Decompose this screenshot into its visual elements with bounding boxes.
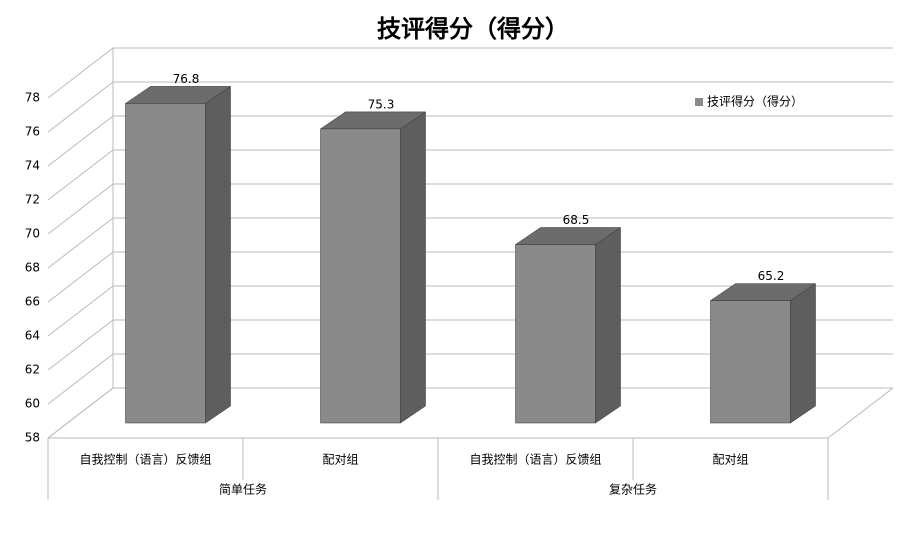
x-tick-label: 配对组 bbox=[712, 453, 748, 467]
y-tick-label: 62 bbox=[25, 363, 40, 377]
grid-line bbox=[47, 47, 114, 99]
legend-swatch bbox=[695, 98, 703, 106]
grid-line bbox=[47, 319, 114, 371]
y-tick-label: 72 bbox=[25, 193, 40, 207]
x-tick-label: 自我控制（语言）反馈组 bbox=[469, 453, 601, 467]
bar bbox=[515, 244, 596, 424]
bar-side bbox=[595, 227, 621, 424]
y-tick-label: 68 bbox=[25, 261, 40, 275]
bar bbox=[710, 300, 791, 424]
bar-side bbox=[205, 85, 231, 424]
group-label: 复杂任务 bbox=[609, 482, 657, 497]
bar-side bbox=[790, 283, 816, 424]
grid-line bbox=[47, 115, 114, 167]
y-tick-label: 64 bbox=[25, 329, 40, 343]
bar bbox=[320, 128, 401, 424]
y-tick-label: 76 bbox=[25, 125, 40, 139]
grid-line bbox=[47, 183, 114, 235]
bar-side bbox=[400, 111, 426, 424]
grid-line bbox=[47, 149, 114, 201]
data-label: 75.3 bbox=[368, 97, 395, 111]
grid-line bbox=[47, 353, 114, 405]
x-tick-label: 自我控制（语言）反馈组 bbox=[79, 453, 211, 467]
floor-edge bbox=[827, 387, 894, 439]
data-label: 65.2 bbox=[758, 269, 785, 283]
y-tick-label: 70 bbox=[25, 227, 40, 241]
grid-line bbox=[47, 387, 114, 439]
grid-line bbox=[47, 81, 114, 133]
bar bbox=[125, 103, 206, 424]
grid-line bbox=[47, 285, 114, 337]
chart-title: 技评得分（得分） bbox=[377, 15, 569, 43]
x-tick-label: 配对组 bbox=[322, 453, 358, 467]
y-tick-label: 74 bbox=[25, 159, 40, 173]
legend-label: 技评得分（得分） bbox=[707, 94, 803, 109]
y-tick-label: 58 bbox=[25, 431, 40, 445]
group-label: 简单任务 bbox=[219, 482, 267, 497]
y-tick-label: 78 bbox=[25, 91, 40, 105]
grid-line bbox=[47, 217, 114, 269]
grid-line bbox=[47, 251, 114, 303]
data-label: 76.8 bbox=[173, 72, 200, 86]
data-label: 68.5 bbox=[563, 213, 590, 227]
y-tick-label: 66 bbox=[25, 295, 40, 309]
y-tick-label: 60 bbox=[25, 397, 40, 411]
